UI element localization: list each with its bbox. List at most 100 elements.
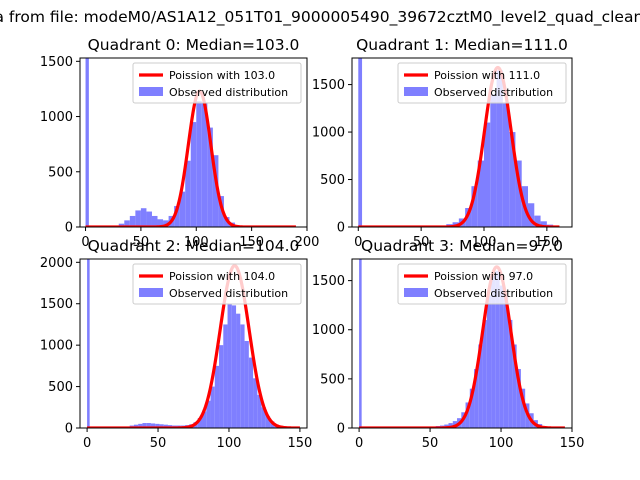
quadrant-0-ytick-label: 1500 bbox=[40, 55, 73, 70]
quadrant-0-xtick-label: 100 bbox=[184, 235, 209, 250]
quadrant-1-plot-area bbox=[357, 58, 561, 227]
quadrant-2-hist-bar bbox=[248, 357, 254, 428]
quadrant-3-legend-bar-swatch bbox=[404, 288, 428, 297]
quadrant-2-zero-bin-bar bbox=[87, 259, 90, 428]
quadrant-2-legend-poisson-label: Poission with 104.0 bbox=[169, 270, 275, 283]
quadrant-1-xtick-label: 100 bbox=[472, 235, 497, 250]
quadrant-0-zero-bin-bar bbox=[85, 58, 89, 227]
quadrant-1-ytick-label: 0 bbox=[337, 221, 345, 236]
quadrant-0-ytick-label: 0 bbox=[65, 221, 73, 236]
quadrant-0-hist-bar bbox=[207, 127, 213, 227]
quadrant-2-poisson-line bbox=[86, 264, 301, 428]
quadrant-2-hist-bar bbox=[231, 305, 237, 428]
quadrant-0-hist-bar bbox=[151, 215, 158, 227]
quadrant-0-hist-bar bbox=[201, 103, 208, 227]
quadrant-2-hist-bar bbox=[210, 386, 215, 428]
quadrant-2-ytick-label: 0 bbox=[65, 422, 73, 437]
quadrant-2-hist-bar bbox=[150, 423, 156, 428]
quadrant-1-xtick-label: 0 bbox=[354, 235, 362, 250]
quadrant-2-hist-bar bbox=[163, 424, 168, 428]
quadrant-1-hist-bar bbox=[540, 221, 547, 227]
quadrant-2-plot-area bbox=[86, 259, 301, 428]
quadrant-2-legend-box bbox=[132, 263, 302, 305]
quadrant-1-hist-bar bbox=[502, 103, 510, 227]
quadrant-0-hist-bar bbox=[185, 160, 191, 227]
quadrant-3-hist-bar bbox=[516, 369, 521, 428]
quadrant-2-legend-observed-label: Observed distribution bbox=[169, 287, 288, 300]
quadrant-2-hist-bar bbox=[223, 324, 228, 428]
quadrant-1-hist-bar bbox=[465, 208, 472, 227]
quadrant-0-hist-bar bbox=[196, 101, 202, 227]
quadrant-3-ytick-label: 1000 bbox=[312, 323, 345, 338]
quadrant-3-axes-frame bbox=[351, 258, 573, 429]
quadrant-3-legend: Poission with 97.0 Observed distribution bbox=[397, 263, 567, 305]
quadrant-2-hist-bar bbox=[261, 407, 266, 428]
quadrant-1-legend-poisson-label: Poission with 111.0 bbox=[434, 69, 540, 82]
quadrant-2-ytick-label: 500 bbox=[48, 380, 73, 395]
quadrant-1-hist-bar bbox=[534, 215, 541, 227]
quadrant-2-hist-bar bbox=[253, 378, 258, 428]
quadrant-2-axes-frame bbox=[79, 258, 308, 429]
quadrant-1-zero-bin-bar bbox=[358, 58, 363, 227]
quadrant-3-xtick-label: 0 bbox=[355, 436, 363, 451]
quadrant-2-xtick-label: 0 bbox=[83, 436, 91, 451]
quadrant-0-hist-bar bbox=[118, 223, 125, 227]
quadrant-3-hist-bar bbox=[486, 295, 492, 428]
quadrant-0-xtick-label: 150 bbox=[239, 235, 264, 250]
quadrant-0-xtick-label: 50 bbox=[133, 235, 150, 250]
quadrant-1-ytick-label: 500 bbox=[320, 173, 345, 188]
quadrant-0-axes-frame bbox=[79, 57, 308, 228]
quadrant-0-hist-bar bbox=[190, 122, 197, 227]
quadrant-3-title: Quadrant 3: Median=97.0 bbox=[361, 237, 563, 255]
quadrant-2-hist-bar bbox=[244, 341, 249, 428]
quadrant-3-xtick-label: 150 bbox=[560, 436, 585, 451]
quadrant-0-plot-area bbox=[84, 58, 297, 227]
quadrant-3-ytick-label: 500 bbox=[320, 372, 345, 387]
quadrant-0-legend-poisson-label: Poission with 103.0 bbox=[169, 69, 275, 82]
quadrant-1-legend-observed-label: Observed distribution bbox=[434, 86, 553, 99]
quadrant-3-plot-area bbox=[358, 259, 566, 428]
quadrant-2-legend: Poission with 104.0 Observed distribution bbox=[132, 263, 302, 305]
quadrant-2-ytick-label: 1000 bbox=[40, 339, 73, 354]
quadrant-2-xtick-label: 150 bbox=[287, 436, 312, 451]
quadrant-1-title: Quadrant 1: Median=111.0 bbox=[356, 36, 568, 54]
quadrant-2-ytick-label: 1500 bbox=[40, 297, 73, 312]
quadrant-0-ytick-label: 1000 bbox=[40, 110, 73, 125]
quadrant-1-xtick-label: 150 bbox=[534, 235, 559, 250]
quadrant-0-legend-bar-swatch bbox=[139, 87, 163, 96]
quadrant-0-hist-bar bbox=[163, 220, 169, 227]
quadrant-1-ytick-label: 1500 bbox=[312, 78, 345, 93]
quadrant-3-ytick-label: 1500 bbox=[312, 274, 345, 289]
quadrant-3-hist-bar bbox=[482, 319, 487, 428]
quadrant-3-legend-observed-label: Observed distribution bbox=[434, 287, 553, 300]
quadrant-0-legend-observed-label: Observed distribution bbox=[169, 86, 288, 99]
quadrant-0-legend-box bbox=[132, 62, 302, 104]
quadrant-0-poisson-line bbox=[84, 89, 297, 227]
quadrant-2-hist-bar bbox=[236, 313, 241, 428]
quadrant-0-hist-bar bbox=[174, 206, 180, 227]
quadrant-2-hist-bar bbox=[214, 365, 220, 428]
quadrant-1-hist-bar bbox=[477, 160, 484, 227]
quadrant-0-hist-bar bbox=[146, 211, 152, 227]
quadrant-0-hist-bar bbox=[212, 155, 219, 227]
quadrant-2-legend-bar-swatch bbox=[139, 288, 163, 297]
quadrant-1-ytick-label: 1000 bbox=[312, 126, 345, 141]
quadrant-1-legend-box bbox=[397, 62, 567, 104]
quadrant-3-legend-box bbox=[397, 263, 567, 305]
quadrant-2-hist-bar bbox=[257, 394, 262, 428]
quadrant-3-hist-bar bbox=[465, 402, 470, 428]
quadrant-1-hist-bar bbox=[490, 94, 497, 227]
quadrant-2-hist-bar bbox=[159, 424, 164, 428]
quadrant-3-ytick-label: 0 bbox=[337, 422, 345, 437]
quadrant-1-hist-bar bbox=[509, 132, 516, 227]
quadrant-1-hist-bar bbox=[496, 70, 503, 227]
quadrant-0-panel: 0 50 100 150 200 0 500 1000 1500 Quadrant 0: Medi… bbox=[40, 36, 320, 250]
quadrant-3-hist-bar bbox=[508, 319, 513, 428]
quadrant-0-legend: Poission with 103.0 Observed distribution bbox=[132, 62, 302, 104]
quadrant-0-ytick-label: 500 bbox=[48, 165, 73, 180]
quadrant-1-hist-bar bbox=[471, 186, 478, 227]
quadrant-3-hist-bar bbox=[503, 295, 509, 428]
quadrant-3-hist-bar bbox=[495, 270, 500, 428]
